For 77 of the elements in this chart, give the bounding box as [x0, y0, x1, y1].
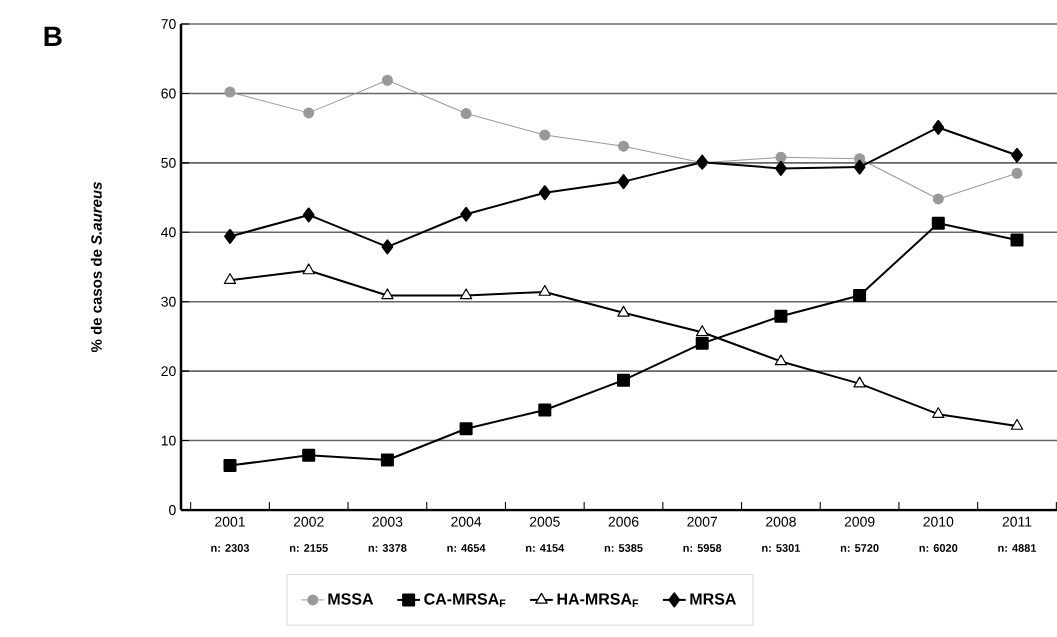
point — [303, 107, 315, 119]
text: n: 5385 — [604, 544, 643, 552]
point — [459, 288, 473, 300]
point — [460, 108, 472, 120]
point — [932, 407, 945, 419]
text: n: 2155 — [289, 544, 328, 552]
x-tick-label: 2006 — [608, 516, 639, 527]
point — [931, 216, 945, 230]
y-axis-title: % de casos de S.aureus — [90, 182, 102, 353]
x-tick-label: 2010 — [923, 516, 954, 527]
point — [853, 159, 866, 175]
point — [381, 239, 394, 255]
point — [381, 288, 394, 300]
point — [1011, 167, 1023, 179]
point — [1010, 418, 1024, 430]
point — [380, 453, 394, 467]
y-tick-label: 20 — [161, 366, 176, 377]
x-tick-label: 2011 — [1002, 516, 1032, 527]
x-tick-label: 2007 — [687, 516, 718, 527]
point — [538, 284, 552, 296]
point — [617, 174, 630, 190]
text: n: 4154 — [526, 544, 565, 552]
y-tick-label: 0 — [169, 505, 176, 515]
point — [459, 422, 473, 436]
point — [224, 228, 236, 244]
text: n: 5958 — [683, 544, 722, 552]
text: n: 3378 — [368, 544, 407, 552]
x-tick-label: 2004 — [451, 516, 482, 527]
y-tick-label: 10 — [161, 435, 176, 446]
point — [223, 459, 237, 473]
point — [381, 74, 393, 86]
point — [695, 325, 709, 337]
y-tick-label: 30 — [161, 296, 176, 307]
text: n: 5720 — [840, 544, 879, 552]
point — [775, 151, 787, 163]
point — [695, 336, 709, 350]
point — [853, 288, 867, 302]
x-tick-label: 2005 — [529, 516, 560, 527]
text: n: 5301 — [762, 544, 801, 552]
x-tick-label: 2003 — [372, 516, 403, 527]
point — [853, 376, 866, 388]
x-tick-label: 2002 — [293, 516, 324, 527]
point — [223, 273, 237, 285]
point — [932, 193, 944, 205]
y-tick-label: 60 — [161, 88, 176, 99]
point — [774, 309, 788, 323]
legend-label: HA-MRSA$_{F}$ — [557, 593, 639, 607]
text: n: 4881 — [998, 544, 1037, 552]
y-tick-label: 70 — [161, 19, 176, 29]
point — [460, 206, 472, 222]
point — [932, 119, 945, 135]
y-tick-label: 50 — [161, 157, 176, 168]
text: n: 6020 — [919, 544, 958, 552]
point — [538, 403, 552, 417]
point — [539, 129, 551, 141]
point — [1010, 233, 1024, 247]
point — [538, 185, 551, 201]
point — [224, 86, 236, 98]
legend-label: CA-MRSA$_{F}$ — [424, 593, 506, 607]
y-tick-label: 40 — [161, 227, 176, 238]
text: n: 4654 — [447, 544, 486, 552]
point — [302, 207, 315, 223]
point — [302, 263, 315, 275]
x-tick-label: 2008 — [766, 516, 796, 527]
point — [774, 354, 788, 366]
x-tick-label: 2001 — [215, 516, 245, 527]
point — [1011, 147, 1023, 163]
point — [617, 305, 630, 317]
point — [775, 160, 787, 176]
legend-label: MSSA — [328, 593, 374, 605]
chart-title: B — [44, 26, 62, 46]
point — [617, 373, 630, 387]
legend-label: MRSA — [690, 593, 736, 605]
text: n: 2303 — [211, 544, 250, 552]
x-tick-label: 2009 — [844, 516, 875, 527]
point — [618, 140, 629, 152]
point — [302, 448, 316, 462]
